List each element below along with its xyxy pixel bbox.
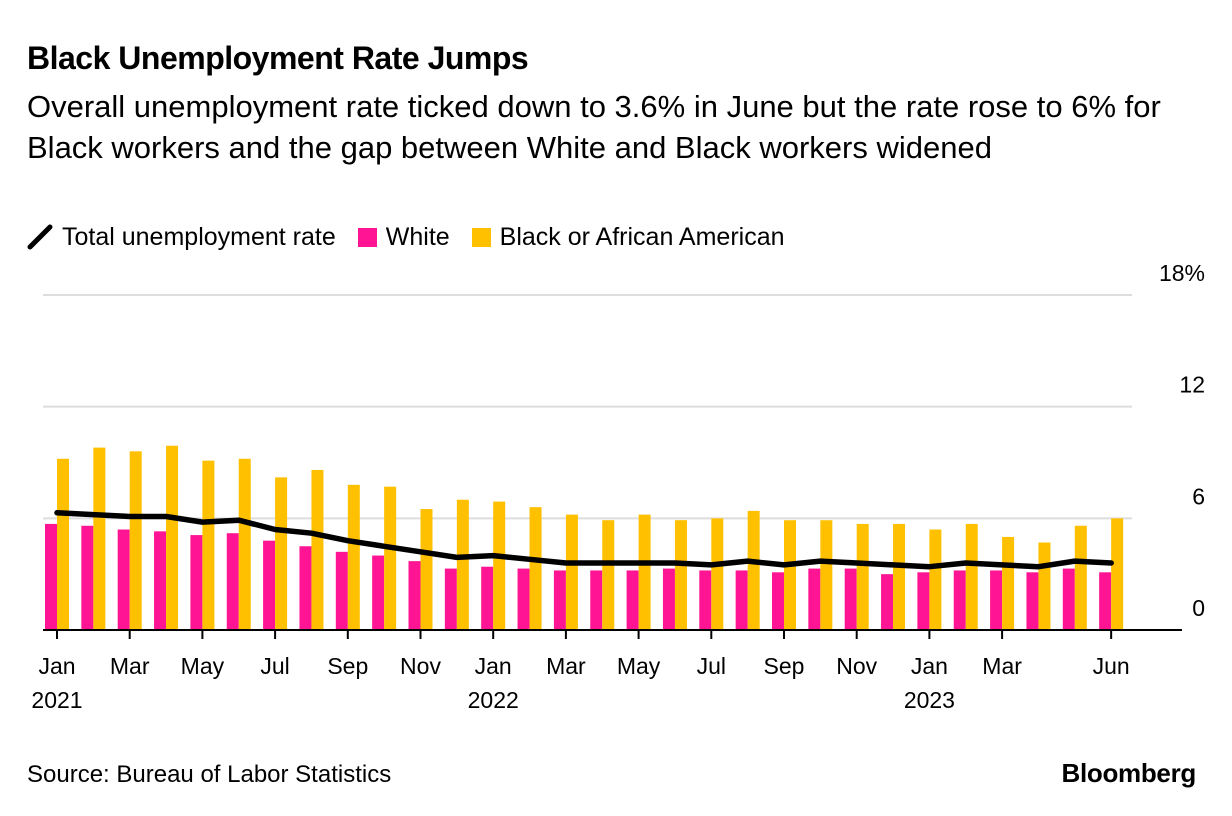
source-note: Source: Bureau of Labor Statistics xyxy=(27,761,392,788)
bar-white xyxy=(117,529,130,630)
bar-black xyxy=(93,447,106,630)
y-tick-label: 0 xyxy=(1192,595,1205,621)
bar-black xyxy=(929,529,942,630)
bar-white xyxy=(662,568,675,630)
chart-title: Black Unemployment Rate Jumps xyxy=(27,40,529,76)
bar-white xyxy=(953,570,966,630)
y-tick-label: 12 xyxy=(1179,372,1205,398)
bar-white xyxy=(372,555,385,630)
legend-item-total: Total unemployment rate xyxy=(27,223,336,252)
x-tick-label: Mar xyxy=(110,653,150,679)
x-tick-label: May xyxy=(617,653,661,679)
y-tick-label: 18% xyxy=(1159,260,1205,286)
x-tick-year-label: 2023 xyxy=(904,687,955,713)
bar-white xyxy=(590,570,603,630)
y-tick-label: 6 xyxy=(1192,483,1205,509)
bar-white xyxy=(1062,568,1075,630)
x-tick-label: Jun xyxy=(1093,653,1130,679)
x-tick-label: Sep xyxy=(764,653,805,679)
bar-black xyxy=(493,501,506,630)
legend-label-black: Black or African American xyxy=(499,222,785,251)
bar-white xyxy=(226,533,239,630)
bar-black xyxy=(820,520,833,630)
bar-black xyxy=(565,514,578,630)
bar-white xyxy=(844,568,857,630)
bar-black xyxy=(202,460,215,630)
x-tick-label: Jul xyxy=(697,653,726,679)
bar-black xyxy=(784,520,796,630)
bar-white xyxy=(408,561,421,630)
x-tick-label: Jan xyxy=(475,653,512,679)
x-tick-label: Mar xyxy=(546,653,586,679)
bar-black xyxy=(347,484,360,630)
bar-white xyxy=(1026,572,1039,630)
bar-black xyxy=(1002,536,1015,630)
bar-black xyxy=(238,458,251,630)
bar-white xyxy=(881,574,894,630)
bar-white xyxy=(335,551,348,630)
bar-white xyxy=(190,535,203,630)
bar-black xyxy=(747,510,760,630)
bar-black xyxy=(57,458,69,630)
black-swatch-icon xyxy=(471,227,491,247)
chart-subtitle: Overall unemployment rate ticked down to… xyxy=(27,89,1161,165)
bar-black xyxy=(1038,542,1051,630)
bar-black xyxy=(1074,525,1087,630)
bar-black xyxy=(311,469,324,630)
bar-white xyxy=(808,568,821,630)
bar-black xyxy=(456,499,469,630)
bar-black xyxy=(602,520,615,630)
bar-white xyxy=(626,570,639,630)
bar-black xyxy=(674,520,687,630)
bar-black xyxy=(893,523,906,630)
bar-white xyxy=(517,568,530,630)
bar-white xyxy=(553,570,566,630)
bar-black xyxy=(420,509,433,630)
bar-black xyxy=(129,451,142,630)
legend-item-black: Black or African American xyxy=(471,222,785,252)
x-tick-label: Nov xyxy=(400,653,441,679)
bar-white xyxy=(735,570,748,630)
bar-white xyxy=(299,546,312,630)
bar-white xyxy=(990,570,1003,630)
bar-black xyxy=(529,507,542,630)
x-tick-label: Mar xyxy=(982,653,1022,679)
bar-black xyxy=(384,486,397,630)
x-tick-label: Jan xyxy=(38,653,75,679)
bar-black xyxy=(166,445,179,630)
total-rate-line xyxy=(54,510,1114,570)
bar-black xyxy=(965,523,978,630)
bar-black xyxy=(1111,518,1124,630)
bar-white xyxy=(154,531,167,630)
legend: Total unemployment rate White Black or A… xyxy=(27,220,807,254)
bar-black xyxy=(638,514,651,630)
white-swatch-icon xyxy=(357,227,377,247)
x-tick-label: Nov xyxy=(836,653,877,679)
bar-white xyxy=(263,540,276,630)
x-tick-label: Jul xyxy=(260,653,289,679)
bloomberg-logo: Bloomberg xyxy=(1061,758,1196,788)
x-tick-label: Sep xyxy=(327,653,368,679)
bar-white xyxy=(444,568,457,630)
bar-white xyxy=(772,572,784,630)
bar-white xyxy=(699,570,712,630)
bar-white xyxy=(1099,572,1112,630)
bar-black xyxy=(856,523,869,630)
legend-label-white: White xyxy=(385,222,450,251)
legend-item-white: White xyxy=(357,222,450,252)
bar-white xyxy=(481,566,494,630)
legend-label-total: Total unemployment rate xyxy=(62,222,336,251)
bar-black xyxy=(711,518,724,630)
x-tick-year-label: 2021 xyxy=(31,687,82,713)
x-tick-year-label: 2022 xyxy=(468,687,519,713)
bar-white xyxy=(45,523,57,630)
x-tick-label: May xyxy=(181,653,225,679)
bar-black xyxy=(275,477,288,630)
bar-white xyxy=(81,525,94,630)
x-tick-label: Jan xyxy=(911,653,948,679)
bar-white xyxy=(917,572,930,630)
line-swatch-icon xyxy=(27,224,53,250)
